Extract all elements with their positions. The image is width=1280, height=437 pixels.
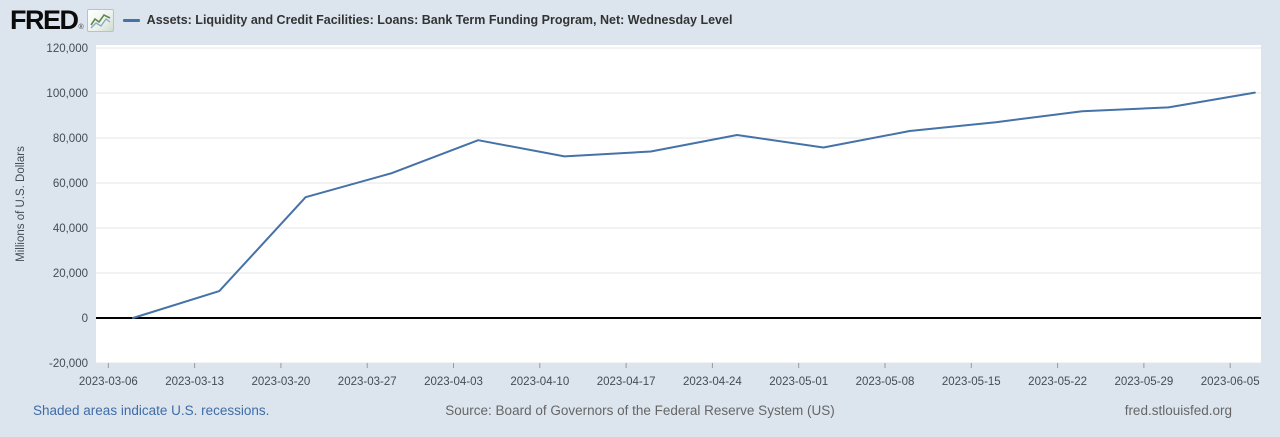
x-axis-tick-label: 2023-06-05 xyxy=(1201,376,1260,388)
y-axis-tick-label: 120,000 xyxy=(46,43,88,55)
registered-trademark-symbol: ® xyxy=(78,24,84,31)
x-axis-tick-label: 2023-05-29 xyxy=(1114,376,1173,388)
x-axis-tick-label: 2023-05-22 xyxy=(1028,376,1087,388)
x-axis-tick-label: 2023-03-13 xyxy=(165,376,224,388)
plot-area[interactable] xyxy=(96,45,1261,363)
x-axis-tick-label: 2023-04-17 xyxy=(597,376,656,388)
fred-logo-text: FRED xyxy=(10,5,79,35)
x-axis-tick-label: 2023-03-27 xyxy=(338,376,397,388)
x-axis-tick-label: 2023-04-10 xyxy=(510,376,569,388)
y-axis-tick-label: 20,000 xyxy=(53,268,88,280)
x-axis-tick-label: 2023-04-24 xyxy=(683,376,742,388)
source-text: Source: Board of Governors of the Federa… xyxy=(445,403,835,418)
x-axis-tick-label: 2023-03-20 xyxy=(252,376,311,388)
y-axis-tick-label: -20,000 xyxy=(49,358,88,370)
y-axis-tick-label: 0 xyxy=(82,313,88,325)
x-axis-tick-label: 2023-03-06 xyxy=(79,376,138,388)
series-legend-item[interactable]: Assets: Liquidity and Credit Facilities:… xyxy=(122,13,733,27)
recessions-note-link[interactable]: Shaded areas indicate U.S. recessions. xyxy=(33,403,270,418)
fred-site-link[interactable]: fred.stlouisfed.org xyxy=(1124,403,1232,418)
y-axis-tick-label: 100,000 xyxy=(46,88,88,100)
x-axis-tick-label: 2023-05-08 xyxy=(856,376,915,388)
y-axis-tick-label: 60,000 xyxy=(53,178,88,190)
x-axis-tick-label: 2023-04-03 xyxy=(424,376,483,388)
y-axis-title: Millions of U.S. Dollars xyxy=(15,146,27,262)
chart-footer: Shaded areas indicate U.S. recessions. S… xyxy=(0,403,1280,423)
series-legend-label: Assets: Liquidity and Credit Facilities:… xyxy=(146,13,733,27)
data-series-line[interactable] xyxy=(132,91,1256,319)
chart-header: FRED ® Assets: Liquidity and Credit Faci… xyxy=(0,0,1280,40)
series-legend-dash xyxy=(122,18,140,22)
x-axis-tick-label: 2023-05-15 xyxy=(942,376,1001,388)
y-axis-tick-label: 40,000 xyxy=(53,223,88,235)
x-axis-tick-label: 2023-05-01 xyxy=(769,376,828,388)
fred-sparkline-icon xyxy=(86,9,114,32)
y-axis-tick-label: 80,000 xyxy=(53,133,88,145)
fred-logo[interactable]: FRED ® xyxy=(10,5,114,35)
